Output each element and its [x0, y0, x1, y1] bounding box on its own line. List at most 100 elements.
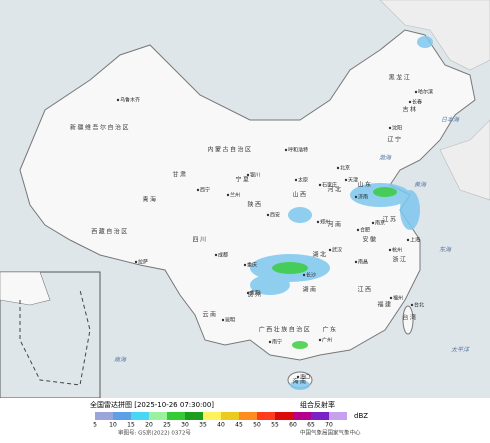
- legend-level: 25: [163, 422, 171, 429]
- city-dot: [414, 90, 418, 94]
- legend-swatch: [167, 412, 185, 420]
- approval-number: 审图号: GS京(2022) 0372号: [118, 429, 191, 437]
- legend-title: 全国雷达拼图 [2025-10-26 07:30:00]: [90, 400, 214, 409]
- region-label: 湖南: [302, 286, 317, 294]
- city-dot: [344, 178, 348, 182]
- region-label: 湖北: [312, 251, 327, 259]
- city-label: 台北: [414, 302, 424, 309]
- region-label: 安徽: [362, 236, 377, 244]
- legend-swatch: [257, 412, 275, 420]
- city-label: 长沙: [306, 272, 316, 279]
- city-label: 长春: [412, 99, 422, 106]
- region-label: 甘肃: [172, 171, 187, 179]
- city-dot: [388, 248, 392, 252]
- city-dot: [294, 178, 298, 182]
- city-dot: [268, 340, 272, 344]
- city-dot: [356, 228, 360, 232]
- legend-swatch: [203, 412, 221, 420]
- city-label: 南宁: [272, 339, 282, 346]
- legend-unit: dBZ: [354, 412, 368, 420]
- region-label: 江苏: [382, 216, 397, 224]
- city-label: 哈尔滨: [418, 89, 433, 96]
- legend-level: 50: [253, 422, 261, 429]
- city-label: 重庆: [247, 262, 257, 269]
- legend-level: 40: [217, 422, 225, 429]
- city-label: 昆明: [225, 318, 235, 324]
- city-dot: [243, 263, 247, 267]
- city-dot: [318, 183, 322, 187]
- city-label: 天津: [348, 177, 358, 184]
- legend-level: 5: [93, 422, 97, 429]
- source: 中国气象局国家气象中心: [300, 429, 361, 437]
- city-label: 济南: [358, 194, 368, 201]
- legend-level: 20: [145, 422, 153, 429]
- city-dot: [226, 193, 230, 197]
- sea-label: 渤海: [379, 154, 392, 162]
- city-dot: [296, 375, 300, 379]
- city-dot: [246, 173, 250, 177]
- city-dot: [316, 220, 320, 224]
- legend-product: 组合反射率: [300, 400, 335, 409]
- legend-swatch: [95, 412, 113, 420]
- sea-label: 东海: [439, 246, 452, 254]
- region-label: 福建: [377, 301, 392, 309]
- city-label: 郑州: [320, 219, 330, 226]
- neighbor-land: [379, 0, 490, 201]
- city-dot: [284, 148, 288, 152]
- legend-swatch: [239, 412, 257, 420]
- city-label: 西安: [270, 212, 280, 219]
- region-label: 海南: [292, 378, 307, 386]
- city-dot: [389, 296, 393, 300]
- city-dot: [328, 248, 332, 252]
- region-label: 青海: [142, 196, 157, 204]
- city-label: 石家庄: [322, 182, 337, 189]
- city-dot: [408, 100, 412, 104]
- taiwan-island: [402, 305, 414, 335]
- city-dot: [354, 260, 358, 264]
- city-dot: [214, 253, 218, 257]
- sea-label: 太平洋: [451, 346, 470, 354]
- region-label: 内蒙古自治区: [207, 146, 252, 154]
- city-label: 福州: [393, 295, 403, 302]
- legend-level: 30: [181, 422, 189, 429]
- region-label: 四川: [192, 237, 207, 244]
- region-label: 山西: [292, 191, 307, 199]
- legend-swatch: [275, 412, 293, 420]
- city-dot: [388, 126, 392, 130]
- legend-level: 60: [289, 422, 297, 429]
- legend-swatch: [185, 412, 203, 420]
- city-label: 太原: [298, 177, 308, 184]
- legend-swatch: [149, 412, 167, 420]
- city-dot: [371, 221, 375, 225]
- region-label: 新疆维吾尔自治区: [70, 124, 130, 132]
- region-label: 黑龙江: [389, 74, 412, 82]
- city-label: 沈阳: [392, 125, 402, 132]
- legend-swatch: [329, 412, 347, 420]
- sea-label: 南海: [114, 356, 127, 364]
- city-label: 合肥: [360, 227, 370, 234]
- region-label: 西藏自治区: [91, 228, 129, 236]
- city-dot: [406, 238, 410, 242]
- city-label: 武汉: [332, 247, 342, 254]
- city-dot: [134, 260, 138, 264]
- legend-level: 10: [109, 422, 117, 429]
- city-label: 乌鲁木齐: [120, 97, 140, 104]
- region-label: 山东: [357, 181, 372, 189]
- city-label: 上海: [410, 237, 420, 244]
- city-dot: [354, 195, 358, 199]
- city-label: 南京: [375, 220, 385, 227]
- region-label: 浙江: [392, 256, 407, 264]
- region-label: 广西壮族自治区: [259, 326, 312, 334]
- city-label: 银川: [250, 172, 260, 179]
- region-label: 吉林: [402, 106, 417, 114]
- legend-swatch: [113, 412, 131, 420]
- legend-level: 35: [199, 422, 207, 429]
- region-label: 河北: [327, 186, 342, 194]
- region-label: 宁夏: [235, 176, 250, 184]
- legend-level: 15: [127, 422, 135, 429]
- city-label: 兰州: [230, 192, 240, 199]
- legend-level: 45: [235, 422, 243, 429]
- city-label: 贵阳: [250, 290, 260, 297]
- legend-swatch: [131, 412, 149, 420]
